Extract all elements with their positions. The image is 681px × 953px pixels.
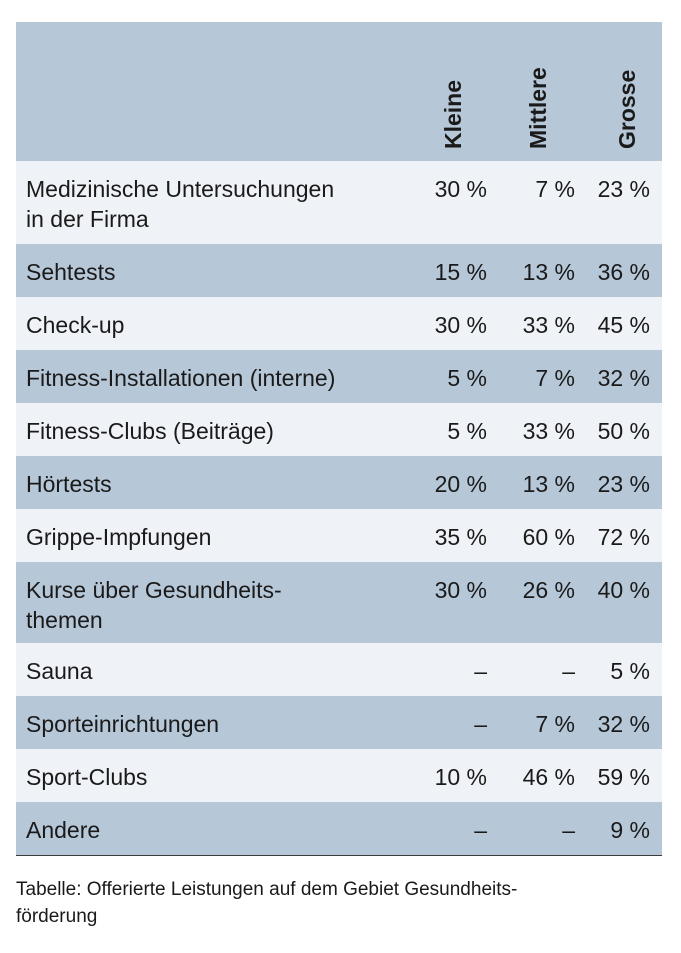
header-cell-kleine: Kleine	[412, 22, 498, 161]
column-header-grosse: Grosse	[614, 69, 640, 149]
table-row: Sauna – – 5 %	[16, 643, 662, 696]
row-label: Sporteinrichtungen	[26, 711, 220, 737]
table-caption: Tabelle: Offerierte Leistungen auf dem G…	[16, 876, 656, 930]
row-label-line: Kurse über Gesundheits-	[26, 577, 282, 603]
column-header-kleine: Kleine	[440, 79, 466, 149]
row-label: Grippe-Impfungen	[26, 524, 212, 550]
cell-kleine: 35 %	[434, 524, 487, 550]
cell-kleine: 20 %	[434, 471, 487, 497]
row-label-line: Medizinische Untersuchungen	[26, 176, 335, 202]
cell-mittlere: 7 %	[535, 711, 575, 737]
cell-mittlere: –	[562, 817, 575, 843]
row-label: Sauna	[26, 658, 93, 684]
cell-grosse: 50 %	[597, 418, 650, 444]
table-row: Sport-Clubs 10 % 46 % 59 %	[16, 749, 662, 802]
cell-mittlere: –	[562, 658, 575, 684]
cell-grosse: 36 %	[597, 259, 650, 285]
cell-mittlere: 33 %	[522, 418, 575, 444]
cell-kleine: 15 %	[434, 259, 487, 285]
header-empty-cell	[16, 22, 412, 161]
cell-grosse: 23 %	[597, 471, 650, 497]
cell-grosse: 23 %	[597, 176, 650, 202]
row-label-line: themen	[26, 607, 103, 633]
cell-mittlere: 46 %	[522, 764, 575, 790]
column-header-mittlere: Mittlere	[525, 67, 551, 149]
row-label: Sport-Clubs	[26, 764, 148, 790]
cell-kleine: 5 %	[447, 418, 487, 444]
cell-mittlere: 60 %	[522, 524, 575, 550]
row-label: Kurse über Gesundheits- themen	[16, 562, 412, 643]
header-cell-mittlere: Mittlere	[498, 22, 586, 161]
cell-kleine: –	[474, 658, 487, 684]
cell-mittlere: 7 %	[535, 365, 575, 391]
table-row: Check-up 30 % 33 % 45 %	[16, 297, 662, 350]
benefits-table: Kleine Mittlere Grosse Medizinische Unte…	[16, 22, 662, 856]
table-header-row: Kleine Mittlere Grosse	[16, 22, 662, 161]
cell-grosse: 5 %	[610, 658, 650, 684]
table-row: Andere – – 9 %	[16, 802, 662, 855]
cell-grosse: 59 %	[597, 764, 650, 790]
table-row: Fitness-Clubs (Beiträge) 5 % 33 % 50 %	[16, 403, 662, 456]
table-row: Fitness-Installationen (interne) 5 % 7 %…	[16, 350, 662, 403]
cell-grosse: 9 %	[610, 817, 650, 843]
table-row: Hörtests 20 % 13 % 23 %	[16, 456, 662, 509]
cell-kleine: 30 %	[434, 312, 487, 338]
cell-mittlere: 7 %	[535, 176, 575, 202]
cell-grosse: 32 %	[597, 711, 650, 737]
table-row: Sehtests 15 % 13 % 36 %	[16, 244, 662, 297]
cell-grosse: 40 %	[597, 577, 650, 603]
row-label-line: in der Firma	[26, 206, 149, 232]
cell-kleine: –	[474, 711, 487, 737]
cell-grosse: 72 %	[597, 524, 650, 550]
row-label: Fitness-Installationen (interne)	[26, 365, 336, 391]
table-row: Kurse über Gesundheits- themen 30 % 26 %…	[16, 562, 662, 643]
row-label: Medizinische Untersuchungen in der Firma	[16, 161, 412, 244]
table-row: Sporteinrichtungen – 7 % 32 %	[16, 696, 662, 749]
cell-mittlere: 13 %	[522, 259, 575, 285]
row-label: Andere	[26, 817, 101, 843]
cell-kleine: 5 %	[447, 365, 487, 391]
table-row: Grippe-Impfungen 35 % 60 % 72 %	[16, 509, 662, 562]
row-label: Fitness-Clubs (Beiträge)	[26, 418, 274, 444]
benefits-table-container: Kleine Mittlere Grosse Medizinische Unte…	[16, 22, 662, 856]
header-cell-grosse: Grosse	[586, 22, 662, 161]
caption-line: Tabelle: Offerierte Leistungen auf dem G…	[16, 879, 518, 900]
row-label: Check-up	[26, 312, 125, 338]
cell-kleine: 30 %	[434, 176, 487, 202]
cell-grosse: 32 %	[597, 365, 650, 391]
cell-mittlere: 33 %	[522, 312, 575, 338]
row-label: Hörtests	[26, 471, 112, 497]
cell-grosse: 45 %	[597, 312, 650, 338]
cell-kleine: –	[474, 817, 487, 843]
row-label: Sehtests	[26, 259, 116, 285]
cell-mittlere: 13 %	[522, 471, 575, 497]
table-row: Medizinische Untersuchungen in der Firma…	[16, 161, 662, 244]
cell-kleine: 10 %	[434, 764, 487, 790]
cell-mittlere: 26 %	[522, 577, 575, 603]
caption-line: förderung	[16, 906, 98, 927]
cell-kleine: 30 %	[434, 577, 487, 603]
